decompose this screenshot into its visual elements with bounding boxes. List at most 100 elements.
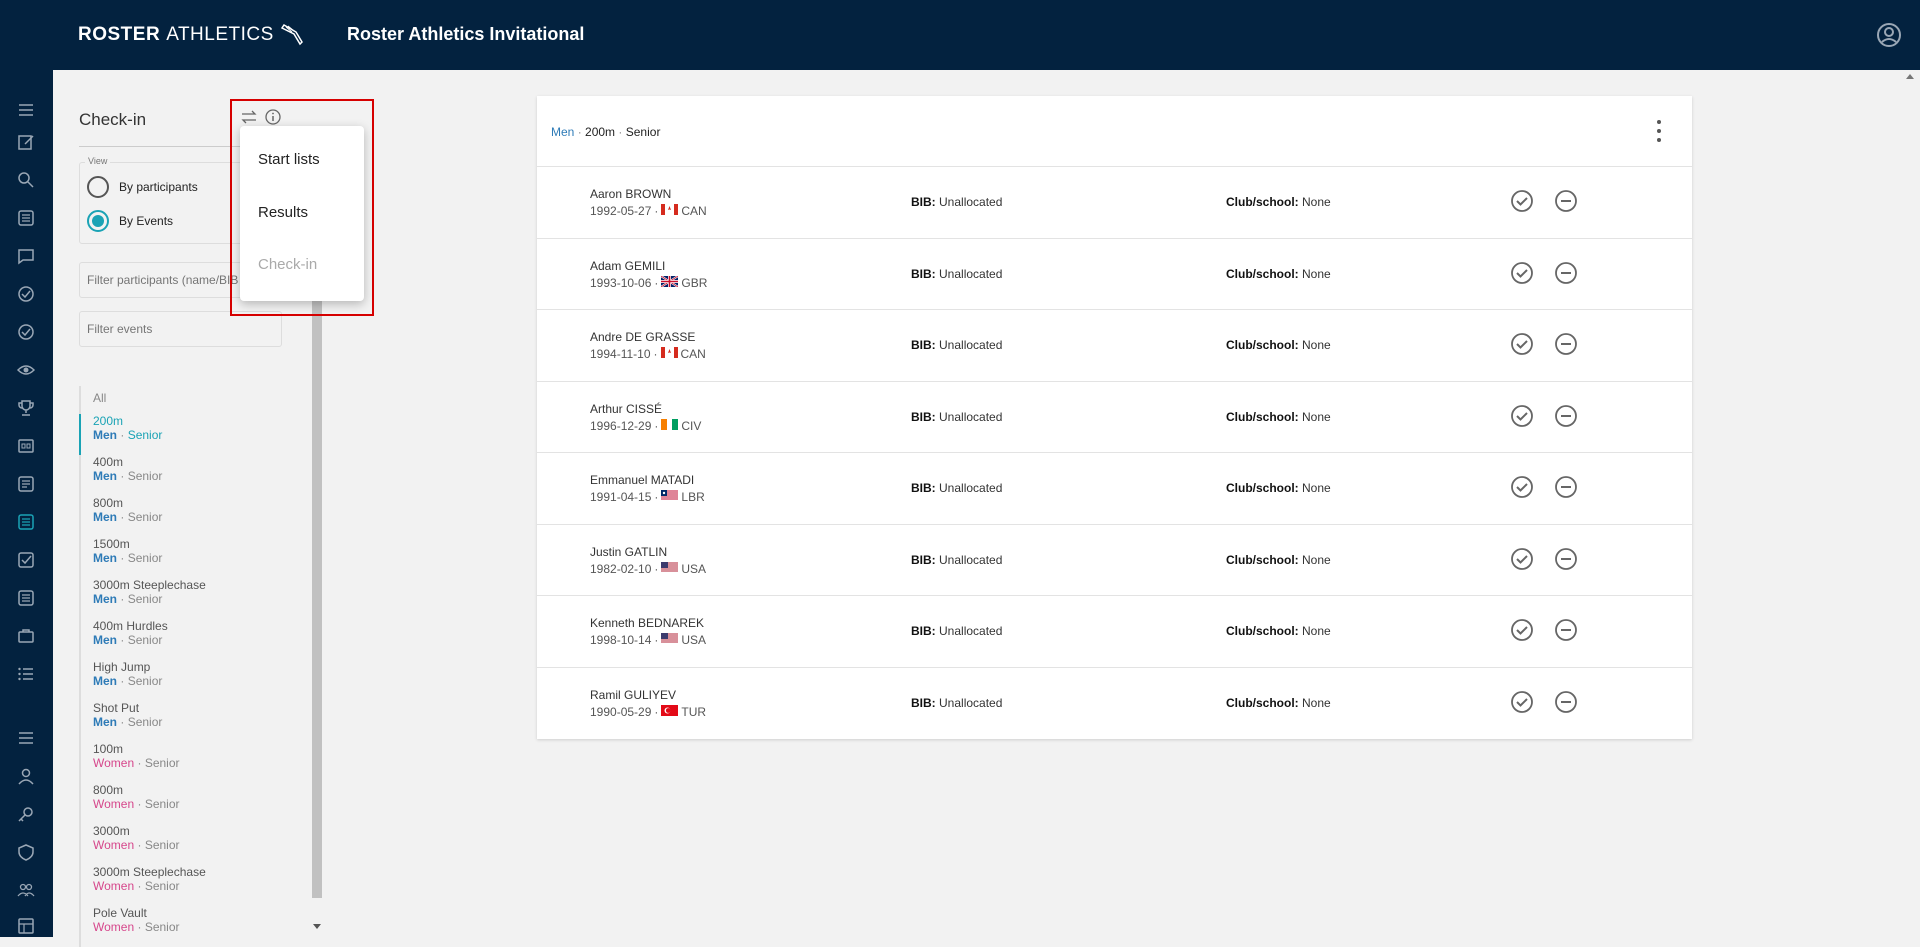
card-event: 200m — [585, 125, 616, 139]
checkbox-icon[interactable] — [16, 550, 36, 570]
event-subtitle: Men · Senior — [93, 633, 259, 647]
logo[interactable]: ROSTER ATHLETICS — [78, 24, 304, 46]
check-in-icon[interactable] — [1510, 404, 1534, 428]
separator: · — [618, 125, 623, 139]
separator: · — [137, 756, 142, 770]
briefcase-icon[interactable] — [16, 626, 36, 646]
separator: · — [654, 704, 659, 719]
event-item-all[interactable]: All — [93, 391, 107, 405]
scroll-down-arrow[interactable] — [313, 924, 321, 929]
check-circle-icon[interactable] — [16, 322, 36, 342]
event-item[interactable]: 400m Hurdles Men · Senior — [81, 619, 259, 660]
not-present-icon[interactable] — [1554, 189, 1578, 213]
not-present-icon[interactable] — [1554, 618, 1578, 642]
bib-field: BIB: Unallocated — [911, 481, 1002, 495]
info-icon[interactable] — [264, 108, 282, 126]
document-icon[interactable] — [16, 588, 36, 608]
scrollbar-thumb[interactable] — [312, 158, 322, 898]
eye-icon[interactable] — [16, 360, 36, 380]
not-present-icon[interactable] — [1554, 690, 1578, 714]
club-value: None — [1302, 481, 1331, 495]
event-gender: Men — [93, 674, 117, 688]
check-in-icon[interactable] — [1510, 690, 1534, 714]
bib-value: Unallocated — [939, 409, 1003, 424]
check-in-icon[interactable] — [1510, 547, 1534, 571]
not-present-icon[interactable] — [1554, 261, 1578, 285]
event-item[interactable]: Pole Vault Women · Senior — [81, 906, 259, 947]
bullet-list-icon[interactable] — [16, 664, 36, 684]
page-scroll-up-arrow[interactable] — [1906, 74, 1914, 79]
not-present-icon[interactable] — [1554, 547, 1578, 571]
radio-by-events[interactable]: By Events — [87, 210, 173, 232]
bib-field: BIB: Unallocated — [911, 267, 1002, 281]
menu-item-results[interactable]: Results — [258, 204, 309, 221]
check-in-icon[interactable] — [1510, 475, 1534, 499]
group-icon[interactable] — [16, 880, 36, 900]
event-name: 200m — [93, 414, 124, 428]
event-item[interactable]: 1500m Men · Senior — [81, 537, 259, 578]
athlete-country: GBR — [681, 275, 708, 290]
event-item[interactable]: 800m Women · Senior — [81, 783, 259, 824]
separator: · — [120, 592, 125, 606]
athlete-meta: 1982-02-10 · USA — [590, 561, 707, 576]
event-item[interactable]: High Jump Men · Senior — [81, 660, 259, 701]
bib-label: BIB: — [911, 266, 936, 281]
list-icon[interactable] — [16, 208, 36, 228]
event-item[interactable]: 200m Men · Senior — [79, 414, 259, 455]
shield-icon[interactable] — [16, 842, 36, 862]
athlete-name: Justin GATLIN — [590, 544, 668, 559]
check-in-icon[interactable] — [1510, 189, 1534, 213]
bib-value: Unallocated — [939, 481, 1003, 495]
chat-icon[interactable] — [16, 246, 36, 266]
event-item[interactable]: Shot Put Men · Senior — [81, 701, 259, 742]
event-gender: Men — [93, 592, 117, 606]
not-present-icon[interactable] — [1554, 475, 1578, 499]
check-in-icon[interactable] — [1510, 332, 1534, 356]
event-category: Senior — [144, 756, 180, 770]
athlete-country: USA — [681, 561, 707, 576]
key-icon[interactable] — [16, 804, 36, 824]
event-item[interactable]: 800m Men · Senior — [81, 496, 259, 537]
menu-icon[interactable] — [16, 100, 36, 120]
search-icon[interactable] — [16, 170, 36, 190]
filter-events-input[interactable] — [79, 311, 282, 347]
athlete-name: Aaron BROWN — [590, 187, 672, 201]
event-item[interactable]: 400m Men · Senior — [81, 455, 259, 496]
document-icon[interactable] — [16, 474, 36, 494]
flag-icon — [661, 561, 679, 576]
menu-icon[interactable] — [16, 728, 36, 748]
radio-button[interactable] — [87, 176, 109, 198]
person-icon[interactable] — [16, 766, 36, 786]
event-category: Senior — [127, 674, 163, 688]
event-category: Senior — [127, 633, 163, 647]
check-in-icon[interactable] — [1510, 261, 1534, 285]
event-item[interactable]: 100m Women · Senior — [81, 742, 259, 783]
bib-label: BIB: — [911, 195, 936, 209]
not-present-icon[interactable] — [1554, 332, 1578, 356]
swap-icon[interactable] — [240, 108, 258, 126]
more-options-icon[interactable] — [1656, 120, 1662, 142]
event-item[interactable]: 3000m Steeplechase Women · Senior — [81, 865, 259, 906]
edit-icon[interactable] — [16, 132, 36, 152]
flag-icon — [661, 418, 679, 433]
radio-button-selected[interactable] — [87, 210, 109, 232]
athlete-meta: 1994-11-10 · CAN — [590, 347, 706, 361]
radio-by-participants[interactable]: By participants — [87, 176, 198, 198]
bib-value: Unallocated — [939, 195, 1003, 209]
trophy-icon[interactable] — [16, 398, 36, 418]
list-active-icon[interactable] — [16, 512, 36, 532]
menu-item-start-lists[interactable]: Start lists — [258, 151, 320, 168]
account-icon[interactable] — [1876, 22, 1902, 48]
event-item[interactable]: 3000m Steeplechase Men · Senior — [81, 578, 259, 619]
event-item[interactable]: 3000m Women · Senior — [81, 824, 259, 865]
app-title: Roster Athletics Invitational — [347, 24, 585, 44]
check-in-icon[interactable] — [1510, 618, 1534, 642]
table-icon[interactable] — [16, 916, 36, 936]
scoreboard-icon[interactable] — [16, 436, 36, 456]
not-present-icon[interactable] — [1554, 404, 1578, 428]
athlete-country: CIV — [681, 418, 702, 433]
check-circle-icon[interactable] — [16, 284, 36, 304]
start-list-card: Men · 200m · Senior Aaron BROWN 1992-05-2… — [537, 96, 1692, 739]
event-name: Pole Vault — [93, 906, 147, 920]
club-label: Club/school: — [1226, 695, 1299, 710]
